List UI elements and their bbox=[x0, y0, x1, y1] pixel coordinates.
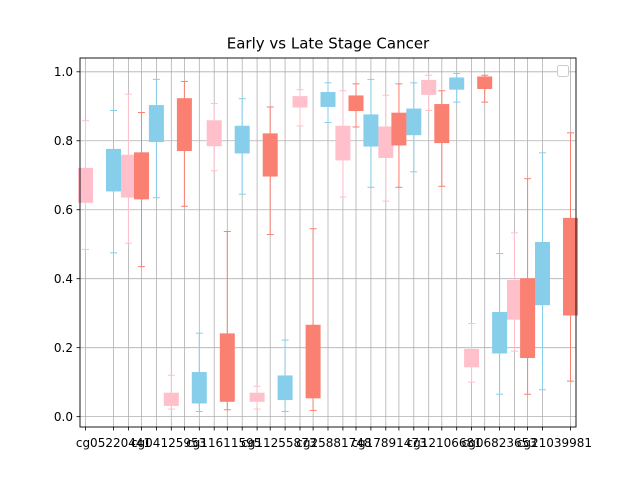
box bbox=[234, 125, 250, 154]
x-tick-label: cg04125953 bbox=[131, 436, 206, 450]
y-tick-label: 1.0 bbox=[54, 65, 73, 79]
box bbox=[464, 348, 480, 368]
box bbox=[563, 217, 578, 316]
box bbox=[78, 167, 93, 203]
box bbox=[148, 105, 164, 142]
box bbox=[249, 392, 265, 402]
box bbox=[335, 125, 351, 161]
box bbox=[106, 148, 121, 192]
y-tick-label: 0.2 bbox=[54, 341, 73, 355]
box bbox=[206, 120, 222, 147]
box bbox=[492, 312, 508, 354]
box bbox=[320, 91, 336, 107]
box bbox=[262, 133, 278, 177]
box bbox=[507, 279, 522, 320]
legend-box bbox=[557, 65, 569, 77]
y-tick-label: 0.8 bbox=[54, 134, 73, 148]
box bbox=[305, 324, 321, 399]
plot-frame bbox=[79, 57, 577, 428]
x-tick-label: cg11611595 bbox=[186, 436, 261, 450]
x-tick-label: cg17891473 bbox=[351, 436, 426, 450]
box bbox=[535, 242, 550, 306]
box bbox=[163, 392, 179, 406]
chart-title: Early vs Late Stage Cancer bbox=[227, 35, 430, 53]
y-tick-label: 0.6 bbox=[54, 203, 73, 217]
box bbox=[520, 278, 536, 358]
x-tick-label: cg11255873 bbox=[241, 436, 316, 450]
y-tick-label: 0.0 bbox=[54, 410, 73, 424]
box bbox=[449, 77, 465, 90]
box bbox=[434, 104, 450, 143]
box bbox=[477, 76, 493, 89]
x-tick-label: cg05220441 bbox=[76, 436, 151, 450]
box bbox=[120, 154, 136, 198]
box-layer bbox=[78, 73, 578, 412]
box bbox=[292, 96, 308, 108]
x-tick-label: cg21039981 bbox=[517, 436, 592, 450]
box bbox=[378, 126, 394, 158]
box bbox=[363, 114, 379, 147]
box bbox=[219, 333, 235, 402]
y-tick-label: 0.4 bbox=[54, 272, 73, 286]
box bbox=[406, 108, 422, 136]
box bbox=[421, 79, 437, 95]
axis-layer: 0.00.20.40.60.81.0cg05220441cg04125953cg… bbox=[54, 57, 592, 450]
x-tick-label: cg06823653 bbox=[462, 436, 537, 450]
box bbox=[176, 98, 192, 151]
box bbox=[277, 375, 293, 400]
box bbox=[134, 152, 149, 200]
box bbox=[348, 95, 364, 111]
box bbox=[391, 112, 407, 146]
legend bbox=[557, 65, 569, 77]
box bbox=[191, 372, 207, 404]
x-tick-label: cg25881748 bbox=[296, 436, 371, 450]
x-tick-label: cg12106681 bbox=[407, 436, 482, 450]
